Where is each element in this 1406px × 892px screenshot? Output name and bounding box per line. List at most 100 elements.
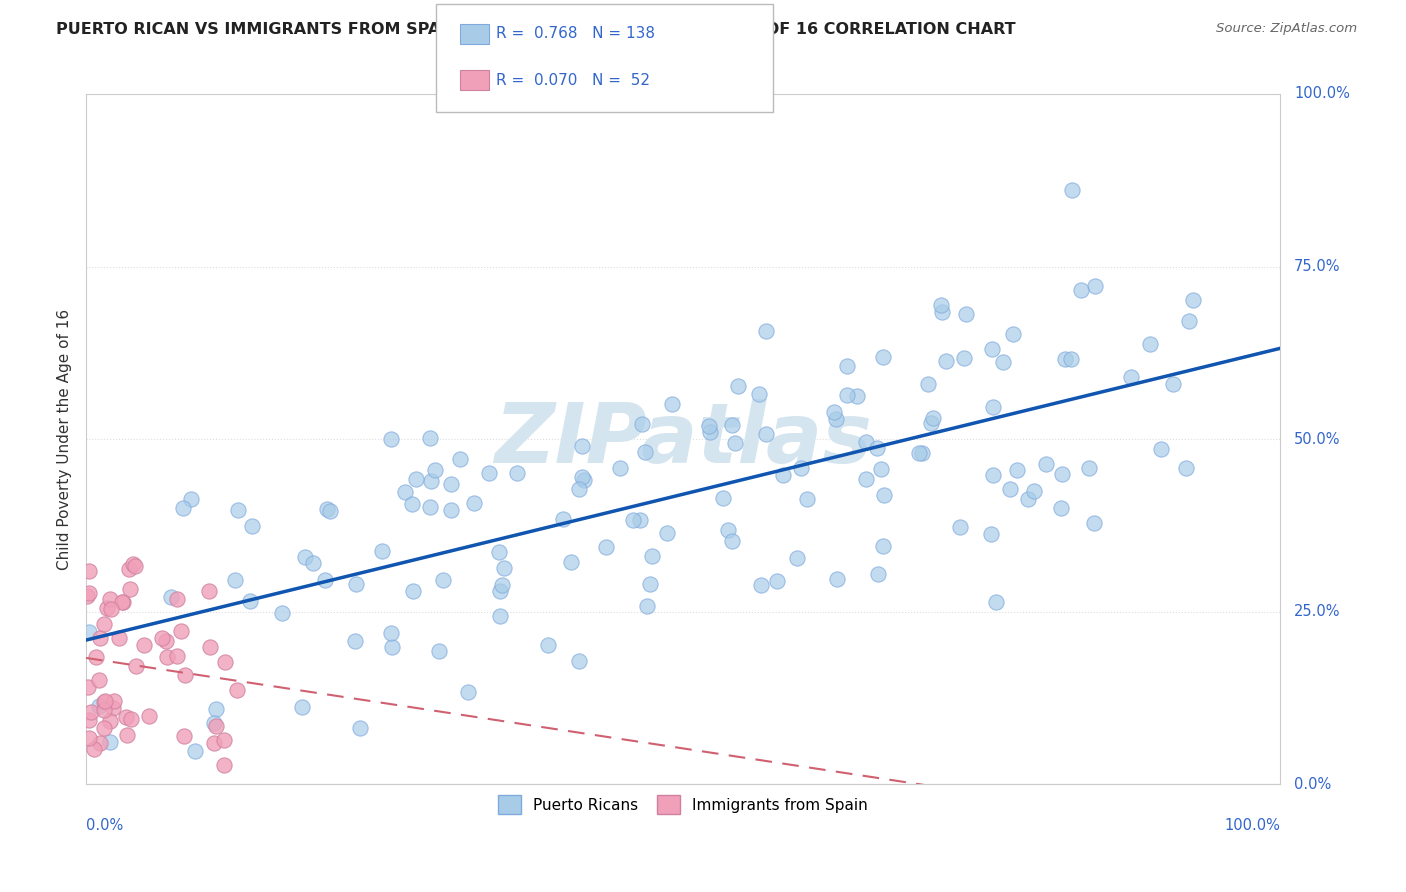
Point	[93, 722, 115, 736]
Point	[920, 416, 942, 430]
Point	[198, 640, 221, 654]
Point	[727, 379, 749, 393]
Point	[870, 462, 893, 476]
Point	[418, 431, 440, 445]
Point	[457, 684, 479, 698]
Point	[568, 482, 591, 496]
Point	[574, 473, 596, 487]
Point	[107, 632, 129, 646]
Point	[80, 705, 103, 719]
Point	[1161, 376, 1184, 391]
Point	[489, 584, 512, 599]
Point	[636, 599, 658, 614]
Point	[855, 472, 877, 486]
Point	[641, 549, 664, 563]
Point	[166, 591, 188, 606]
Point	[103, 694, 125, 708]
Point	[1150, 442, 1173, 456]
Point	[166, 648, 188, 663]
Point	[866, 441, 889, 455]
Point	[77, 586, 100, 600]
Point	[425, 463, 447, 477]
Point	[571, 439, 593, 453]
Text: 25.0%: 25.0%	[1294, 604, 1341, 619]
Point	[419, 500, 441, 515]
Point	[463, 496, 485, 510]
Point	[1035, 457, 1057, 471]
Point	[124, 558, 146, 573]
Point	[1083, 516, 1105, 531]
Point	[204, 702, 226, 716]
Point	[98, 714, 121, 728]
Point	[984, 595, 1007, 609]
Point	[1181, 293, 1204, 307]
Point	[204, 736, 226, 750]
Point	[922, 410, 945, 425]
Point	[699, 425, 721, 439]
Point	[197, 584, 219, 599]
Point	[98, 592, 121, 607]
Point	[98, 734, 121, 748]
Point	[160, 590, 183, 604]
Point	[551, 512, 574, 526]
Point	[655, 525, 678, 540]
Point	[84, 649, 107, 664]
Point	[929, 298, 952, 312]
Point	[751, 578, 773, 592]
Point	[76, 589, 98, 603]
Point	[998, 482, 1021, 496]
Point	[621, 513, 644, 527]
Text: ZIPatlas: ZIPatlas	[494, 399, 872, 480]
Point	[1049, 500, 1071, 515]
Y-axis label: Child Poverty Under the Age of 16: Child Poverty Under the Age of 16	[58, 309, 72, 570]
Point	[202, 716, 225, 731]
Point	[825, 573, 848, 587]
Point	[224, 573, 246, 587]
Point	[432, 573, 454, 587]
Point	[114, 710, 136, 724]
Point	[270, 607, 292, 621]
Point	[796, 491, 818, 506]
Point	[112, 595, 135, 609]
Point	[226, 503, 249, 517]
Point	[981, 401, 1004, 415]
Point	[491, 577, 513, 591]
Point	[344, 633, 367, 648]
Point	[717, 524, 740, 538]
Point	[156, 649, 179, 664]
Point	[1139, 337, 1161, 351]
Point	[226, 683, 249, 698]
Point	[100, 602, 122, 616]
Point	[302, 556, 325, 570]
Point	[1078, 461, 1101, 475]
Point	[420, 474, 443, 488]
Point	[184, 744, 207, 758]
Point	[93, 703, 115, 717]
Point	[402, 584, 425, 599]
Point	[138, 709, 160, 723]
Point	[401, 497, 423, 511]
Point	[991, 355, 1014, 369]
Point	[94, 694, 117, 708]
Point	[180, 492, 202, 507]
Text: 75.0%: 75.0%	[1294, 259, 1341, 274]
Point	[1070, 283, 1092, 297]
Point	[721, 418, 744, 433]
Point	[1060, 183, 1083, 197]
Point	[120, 582, 142, 597]
Point	[981, 342, 1004, 356]
Point	[955, 307, 977, 321]
Point	[1174, 461, 1197, 475]
Point	[872, 350, 894, 364]
Point	[478, 467, 501, 481]
Point	[628, 513, 651, 527]
Point	[89, 736, 111, 750]
Point	[492, 561, 515, 575]
Point	[394, 485, 416, 500]
Point	[789, 461, 811, 475]
Point	[122, 557, 145, 571]
Point	[173, 729, 195, 743]
Point	[172, 501, 194, 516]
Text: 50.0%: 50.0%	[1294, 432, 1341, 447]
Point	[907, 446, 929, 460]
